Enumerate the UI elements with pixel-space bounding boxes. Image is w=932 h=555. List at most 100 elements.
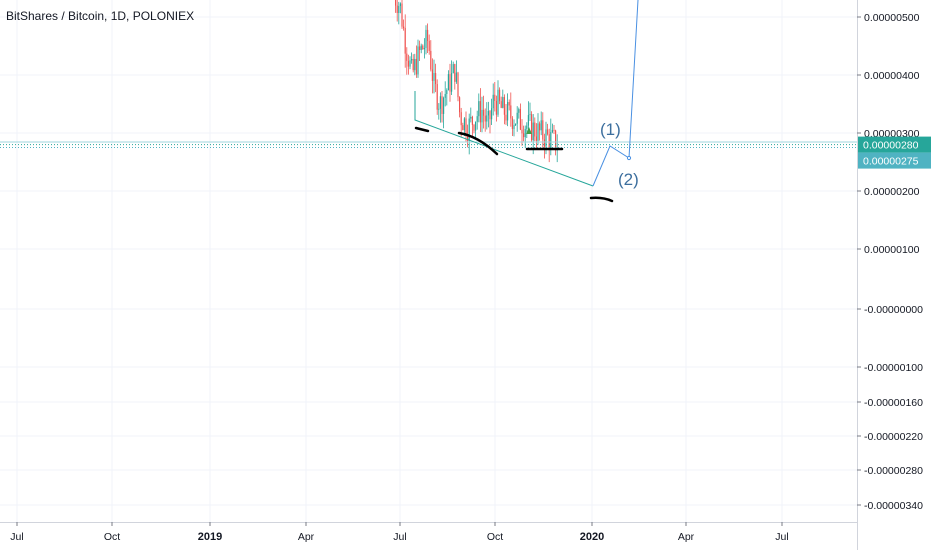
candle-body bbox=[404, 28, 406, 54]
time-axis[interactable]: Jul Oct 2019 Apr Jul Oct 2020 Apr Jul bbox=[0, 522, 857, 543]
candle-body bbox=[430, 50, 432, 70]
candle-body bbox=[438, 108, 440, 110]
candle-body bbox=[487, 111, 489, 116]
y-tick-label: -0.00000100 bbox=[864, 362, 923, 374]
candle-body bbox=[475, 121, 477, 131]
y-tick-label: -0.00000000 bbox=[864, 304, 923, 316]
y-tick-label: 0.00000200 bbox=[864, 186, 920, 198]
y-tick-label: -0.00000220 bbox=[864, 431, 923, 443]
x-tick-label: Apr bbox=[678, 531, 695, 543]
candle-body bbox=[484, 115, 486, 122]
candle-body bbox=[550, 132, 552, 149]
candle-body bbox=[451, 73, 453, 92]
projection-point bbox=[626, 155, 632, 161]
projection-path bbox=[592, 0, 639, 187]
candle-body bbox=[457, 72, 459, 98]
grid bbox=[0, 0, 857, 522]
candle-body bbox=[471, 116, 473, 125]
x-tick-label: Jul bbox=[10, 531, 23, 543]
candle-body bbox=[396, 5, 398, 13]
price-badge-label: 0.00000280 bbox=[863, 140, 919, 152]
support-curve bbox=[589, 196, 614, 203]
candle-body bbox=[508, 102, 510, 106]
candle-body bbox=[452, 64, 454, 74]
wedge-trendline bbox=[414, 91, 594, 187]
candle-body bbox=[515, 123, 517, 126]
price-axis[interactable]: 0.000005000.000004000.000003000.00000200… bbox=[857, 0, 931, 550]
candle-body bbox=[398, 5, 400, 13]
drawings: (1) (2) bbox=[0, 0, 857, 203]
candle-body bbox=[542, 120, 544, 140]
candle-body bbox=[428, 40, 430, 51]
candle-body bbox=[553, 129, 555, 131]
candle-body bbox=[555, 130, 557, 151]
candle-body bbox=[427, 29, 429, 41]
candle-body bbox=[455, 72, 457, 82]
candle-body bbox=[543, 139, 545, 147]
support-mark bbox=[414, 126, 430, 133]
candle-body bbox=[444, 93, 446, 98]
candle-body bbox=[489, 111, 491, 120]
candle-body bbox=[454, 64, 456, 82]
candle-body bbox=[495, 100, 497, 115]
x-tick-label: Apr bbox=[298, 531, 315, 543]
candle-body bbox=[415, 58, 417, 75]
candle-body bbox=[532, 122, 534, 141]
x-tick-label: 2020 bbox=[580, 531, 604, 543]
candle-body bbox=[446, 90, 448, 94]
candle-body bbox=[470, 116, 472, 119]
candle-body bbox=[431, 69, 433, 81]
candle-body bbox=[518, 109, 520, 113]
candle-body bbox=[417, 46, 419, 75]
candle-body bbox=[527, 115, 529, 126]
candle-body bbox=[537, 123, 539, 141]
candle-body bbox=[481, 109, 483, 123]
candle-body bbox=[513, 125, 515, 130]
candle-body bbox=[407, 60, 409, 67]
chart-title: BitShares / Bitcoin, 1D, POLONIEX bbox=[6, 9, 194, 23]
price-badge-label: 0.00000275 bbox=[863, 156, 919, 168]
annotation-label: (2) bbox=[618, 170, 639, 189]
y-tick-label: -0.00000160 bbox=[864, 397, 923, 409]
candle-body bbox=[459, 97, 461, 113]
candle-body bbox=[395, 0, 397, 6]
x-tick-label: 2019 bbox=[198, 531, 222, 543]
candle-body bbox=[497, 89, 499, 115]
candle-body bbox=[526, 125, 528, 129]
candle-body bbox=[502, 97, 504, 108]
candle-body bbox=[523, 133, 525, 138]
candle-body bbox=[422, 45, 424, 50]
candle-body bbox=[492, 94, 494, 109]
support-curve bbox=[457, 131, 499, 156]
price-badge bbox=[858, 136, 931, 153]
candle-body bbox=[486, 115, 488, 122]
candle-body bbox=[467, 135, 469, 141]
y-tick-label: 0.00000500 bbox=[864, 12, 920, 24]
candle-body bbox=[399, 3, 401, 6]
candle-body bbox=[534, 122, 536, 137]
y-tick-label: 0.00000100 bbox=[864, 244, 920, 256]
candle-body bbox=[505, 114, 507, 121]
candle-body bbox=[473, 124, 475, 131]
candle-body bbox=[403, 26, 405, 29]
signal-triangle bbox=[526, 127, 532, 134]
candle-body bbox=[551, 129, 553, 133]
y-tick-label: 0.00000400 bbox=[864, 70, 920, 82]
candle-body bbox=[511, 118, 513, 130]
annotation-label: (1) bbox=[600, 120, 621, 139]
candle-body bbox=[479, 101, 481, 123]
candle-body bbox=[545, 129, 547, 147]
candle-body bbox=[476, 116, 478, 122]
candle-body bbox=[462, 125, 464, 131]
candle-body bbox=[447, 74, 449, 91]
candle-body bbox=[503, 97, 505, 115]
price-badge bbox=[858, 152, 931, 169]
candle-body bbox=[478, 101, 480, 117]
candle-body bbox=[439, 96, 441, 109]
x-tick-label: Oct bbox=[104, 531, 120, 543]
candle-body bbox=[465, 118, 467, 136]
candle-body bbox=[460, 112, 462, 126]
candle-body bbox=[449, 74, 451, 92]
